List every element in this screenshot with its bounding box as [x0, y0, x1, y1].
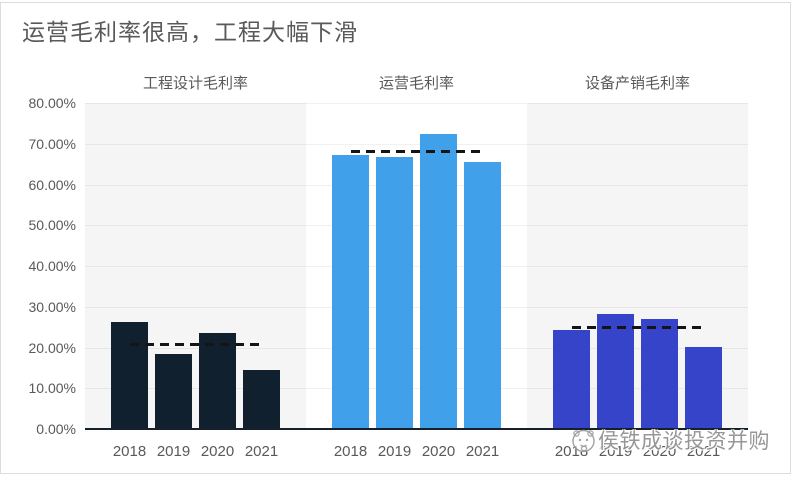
x-tick-label: 2019 [156, 443, 191, 460]
bar [243, 370, 280, 429]
x-tick-label: 2019 [377, 443, 412, 460]
watermark-text: 侯铁成谈投资并购 [598, 430, 770, 453]
y-tick-label: 20.00% [28, 339, 76, 356]
bar [155, 354, 192, 429]
bar [111, 322, 148, 429]
y-tick-label: 70.00% [28, 135, 76, 152]
watermark: 侯铁成谈投资并购 [571, 425, 770, 455]
y-tick-label: 50.00% [28, 217, 76, 234]
bar [553, 330, 590, 429]
y-tick-label: 80.00% [28, 95, 76, 111]
x-tick-label: 2020 [642, 443, 677, 460]
x-tick-label: 2018 [333, 443, 368, 460]
y-tick-label: 0.00% [36, 421, 76, 437]
bar [420, 133, 457, 429]
x-tick-label: 2018 [554, 443, 589, 460]
bar [597, 313, 634, 429]
x-tick-label: 2018 [112, 443, 147, 460]
x-tick-label: 2021 [244, 443, 279, 460]
panel-label: 运营毛利率 [378, 75, 455, 92]
average-dashed-line [129, 342, 262, 346]
bar [376, 156, 413, 429]
average-dashed-line [571, 325, 704, 329]
bar [464, 162, 501, 429]
gridline [85, 306, 748, 308]
x-tick-label: 2021 [686, 443, 721, 460]
panel-label: 工程设计毛利率 [142, 75, 249, 92]
bar [641, 318, 678, 429]
y-tick-label: 60.00% [28, 176, 76, 193]
gridline [85, 103, 748, 104]
bar [332, 155, 369, 429]
y-tick-label: 40.00% [28, 258, 76, 274]
x-axis-line [85, 428, 748, 430]
chart-title: 运营毛利率很高，工程大幅下滑 [22, 19, 358, 45]
gridline [85, 347, 748, 349]
gridline [85, 266, 748, 267]
gridline [85, 225, 748, 227]
gridline [85, 143, 748, 145]
x-tick-label: 2020 [200, 443, 235, 460]
y-tick-label: 10.00% [28, 380, 76, 397]
bar [685, 347, 722, 429]
average-dashed-line [350, 149, 483, 153]
gridline [85, 184, 748, 186]
y-tick-label: 30.00% [28, 298, 76, 315]
panel-label: 设备产销毛利率 [584, 75, 691, 92]
x-tick-label: 2021 [465, 443, 500, 460]
bar [199, 332, 236, 429]
x-tick-label: 2020 [421, 443, 456, 460]
x-tick-label: 2019 [598, 443, 633, 460]
gridline [85, 388, 748, 390]
avatar-face-icon [571, 428, 596, 453]
